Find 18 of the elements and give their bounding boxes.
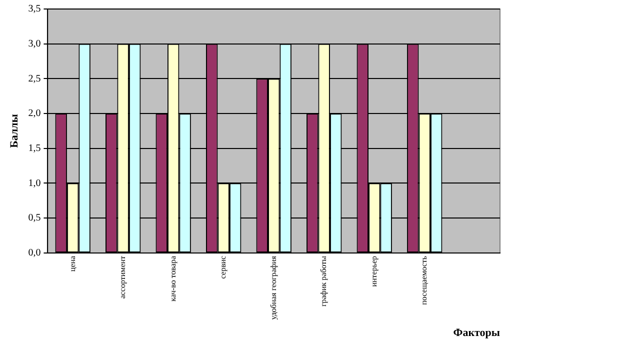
x-tick-label: интерьер (369, 256, 378, 287)
y-tick-label: 2,0 (28, 108, 41, 120)
y-tick-label: 3,5 (28, 4, 41, 15)
y-tick-label: 3,0 (28, 38, 41, 50)
y-tick-label: 0,5 (28, 212, 41, 224)
x-tick-label: график работы (319, 255, 328, 307)
y-tick-label: 0,0 (28, 248, 41, 259)
x-tick-label: кач-во товара (168, 256, 178, 302)
x-tick-label: цена (68, 256, 77, 272)
y-axis-title: Баллы (8, 114, 20, 148)
y-tick-label: 1,5 (28, 143, 41, 154)
y-tick-label: 2,5 (28, 73, 41, 84)
x-tick-label: сервис (218, 256, 228, 279)
x-tick-label: посещаемость (420, 256, 429, 305)
x-axis-title: Факторы (453, 327, 500, 340)
y-tick-label: 1,0 (28, 178, 41, 189)
x-tick-label: ассортимент (118, 255, 128, 299)
x-tick-label: удобная география (268, 256, 278, 320)
